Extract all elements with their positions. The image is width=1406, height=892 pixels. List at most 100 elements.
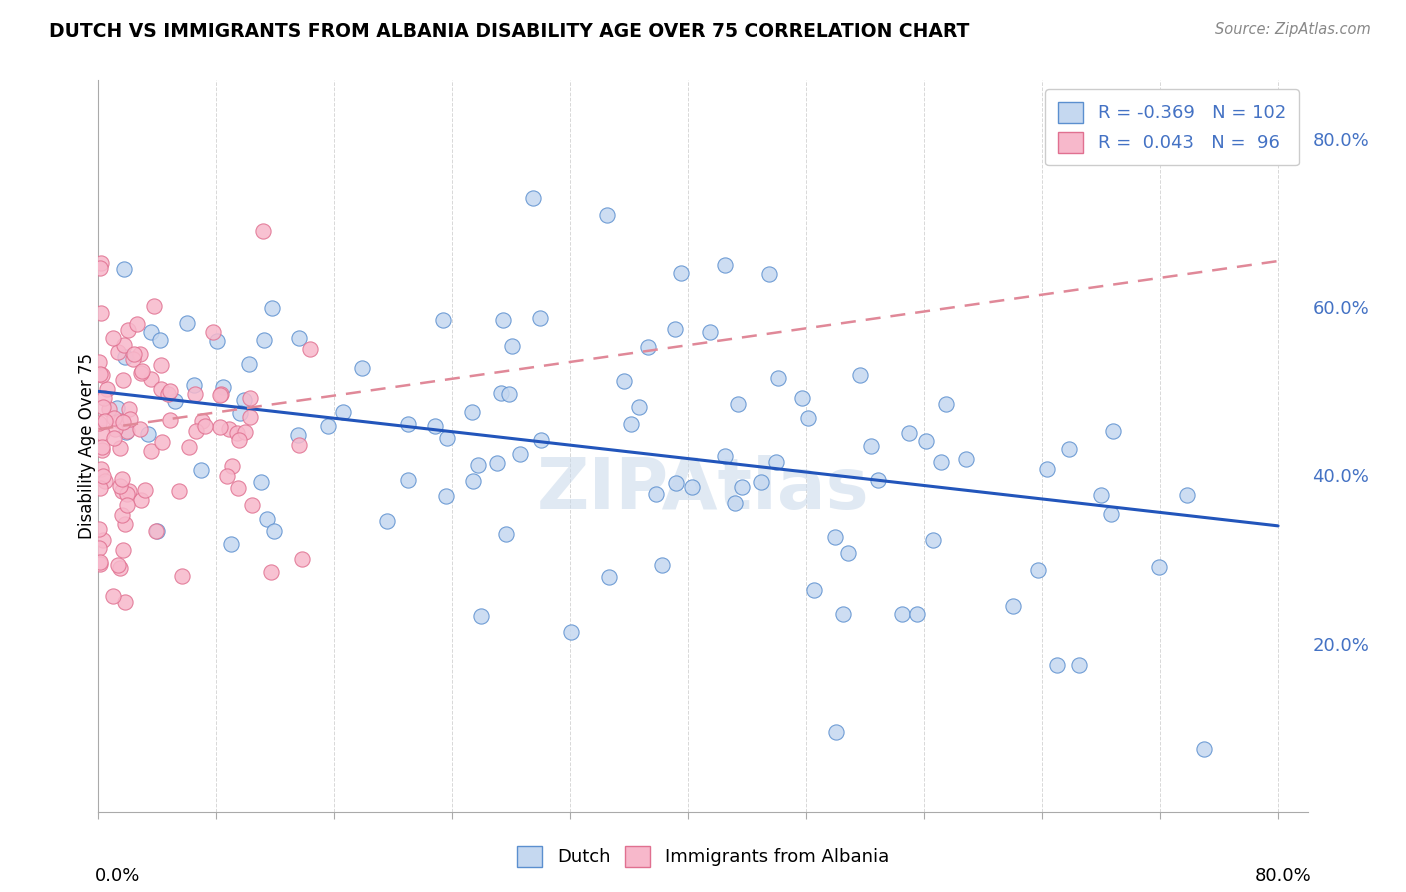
- Point: [115, 424, 138, 438]
- Point: [758, 267, 780, 281]
- Point: [263, 524, 285, 538]
- Text: ZIPAtlas: ZIPAtlas: [537, 456, 869, 524]
- Point: [145, 524, 167, 538]
- Point: [432, 312, 454, 326]
- Point: [461, 405, 484, 419]
- Point: [239, 391, 262, 405]
- Point: [731, 480, 754, 494]
- Point: [396, 417, 419, 431]
- Point: [498, 387, 520, 401]
- Point: [117, 323, 139, 337]
- Point: [897, 425, 920, 440]
- Point: [824, 724, 846, 739]
- Point: [118, 411, 141, 425]
- Point: [209, 420, 232, 434]
- Point: [291, 552, 314, 566]
- Point: [501, 339, 523, 353]
- Point: [105, 401, 128, 416]
- Point: [620, 417, 643, 431]
- Point: [299, 343, 322, 357]
- Point: [935, 397, 957, 411]
- Point: [232, 392, 254, 407]
- Point: [560, 625, 582, 640]
- Point: [129, 347, 152, 361]
- Point: [669, 266, 692, 280]
- Point: [111, 543, 134, 558]
- Point: [93, 414, 115, 428]
- Legend: R = -0.369   N = 102, R =  0.043   N =  96: R = -0.369 N = 102, R = 0.043 N = 96: [1045, 89, 1299, 165]
- Point: [114, 516, 136, 531]
- Point: [492, 313, 515, 327]
- Point: [644, 487, 666, 501]
- Point: [436, 431, 458, 445]
- Point: [253, 333, 276, 347]
- Point: [866, 473, 889, 487]
- Point: [108, 441, 131, 455]
- Point: [145, 524, 167, 538]
- Point: [714, 258, 737, 272]
- Point: [797, 411, 820, 425]
- Point: [141, 443, 163, 458]
- Point: [96, 382, 118, 396]
- Point: [824, 530, 846, 544]
- Point: [103, 431, 125, 445]
- Point: [766, 371, 789, 385]
- Point: [242, 499, 264, 513]
- Point: [1046, 657, 1069, 672]
- Point: [256, 512, 278, 526]
- Point: [149, 333, 172, 347]
- Point: [122, 347, 145, 361]
- Point: [94, 474, 117, 488]
- Point: [90, 256, 112, 270]
- Point: [434, 489, 457, 503]
- Point: [260, 301, 283, 316]
- Point: [112, 338, 135, 352]
- Point: [91, 400, 114, 414]
- Point: [891, 607, 914, 622]
- Point: [316, 418, 339, 433]
- Point: [209, 387, 232, 401]
- Point: [114, 425, 136, 439]
- Point: [1099, 507, 1122, 521]
- Point: [529, 311, 551, 326]
- Point: [1149, 560, 1171, 574]
- Point: [225, 426, 247, 441]
- Point: [90, 306, 112, 320]
- Point: [1194, 741, 1216, 756]
- Point: [184, 425, 207, 439]
- Point: [159, 384, 181, 398]
- Point: [103, 410, 125, 425]
- Point: [90, 440, 112, 454]
- Point: [114, 594, 136, 608]
- Point: [423, 418, 446, 433]
- Point: [136, 427, 159, 442]
- Point: [288, 331, 311, 345]
- Point: [179, 440, 201, 454]
- Point: [664, 322, 686, 336]
- Point: [849, 368, 872, 383]
- Point: [637, 341, 659, 355]
- Point: [134, 483, 156, 497]
- Point: [287, 438, 309, 452]
- Point: [509, 447, 531, 461]
- Y-axis label: Disability Age Over 75: Disability Age Over 75: [79, 353, 96, 539]
- Point: [110, 561, 132, 575]
- Point: [921, 533, 943, 547]
- Point: [110, 415, 132, 429]
- Point: [598, 570, 620, 584]
- Point: [163, 394, 186, 409]
- Point: [837, 545, 859, 559]
- Point: [118, 483, 141, 498]
- Point: [790, 391, 813, 405]
- Point: [209, 388, 232, 402]
- Point: [89, 260, 111, 275]
- Point: [665, 476, 688, 491]
- Point: [103, 590, 125, 604]
- Point: [90, 368, 112, 382]
- Point: [111, 373, 134, 387]
- Point: [176, 316, 198, 330]
- Point: [699, 325, 721, 339]
- Point: [218, 422, 240, 436]
- Point: [89, 417, 111, 431]
- Point: [131, 364, 153, 378]
